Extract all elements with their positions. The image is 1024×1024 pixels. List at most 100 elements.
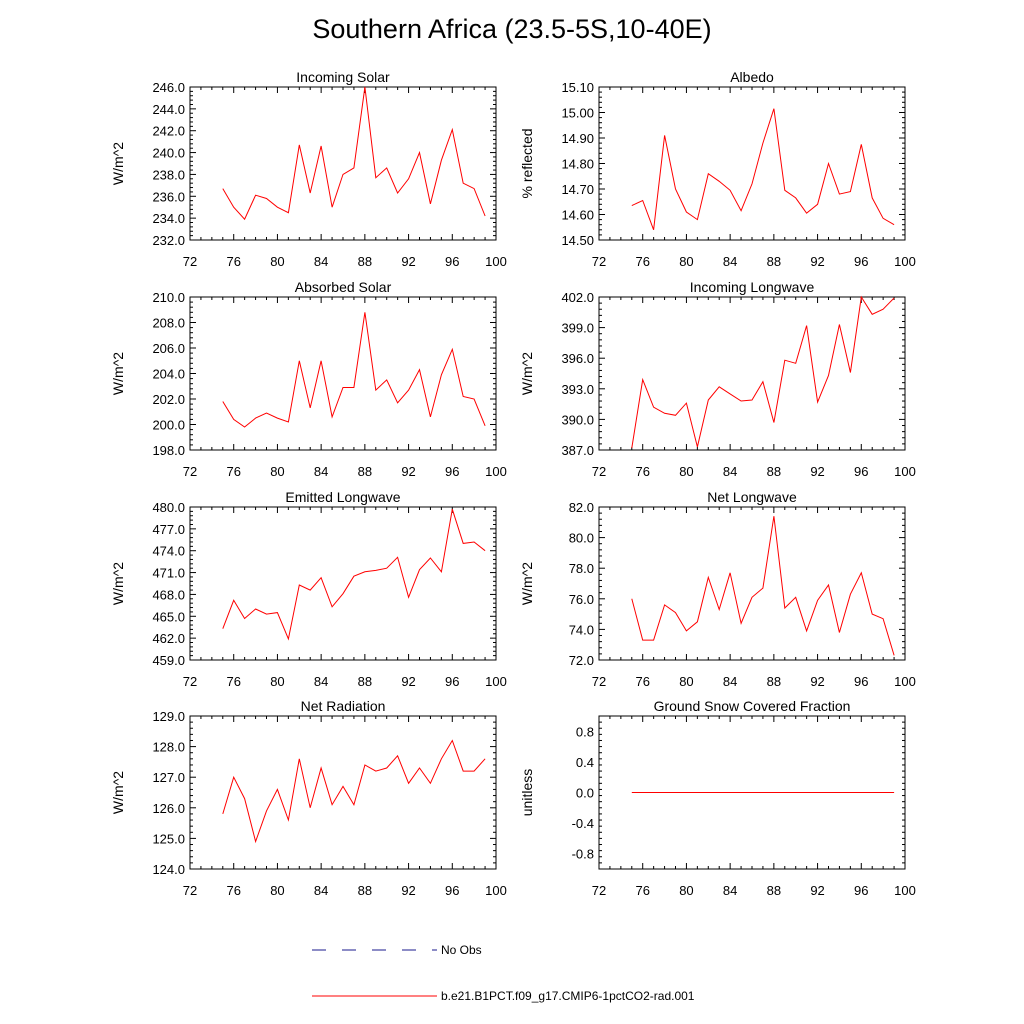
x-tick-label: 76 xyxy=(226,674,240,689)
x-tick-label: 100 xyxy=(894,464,916,479)
x-tick-label: 88 xyxy=(767,464,781,479)
x-tick-label: 92 xyxy=(401,464,415,479)
panel-title: Absorbed Solar xyxy=(295,279,392,295)
x-tick-label: 84 xyxy=(723,674,737,689)
panel-title: Emitted Longwave xyxy=(285,489,400,505)
x-tick-label: 88 xyxy=(358,883,372,898)
x-tick-label: 88 xyxy=(767,883,781,898)
x-tick-label: 96 xyxy=(854,464,868,479)
y-tick-label: 0.4 xyxy=(576,755,594,770)
x-tick-label: 76 xyxy=(635,883,649,898)
y-tick-label: 78.0 xyxy=(569,561,594,576)
x-tick-label: 100 xyxy=(485,674,507,689)
y-tick-label: 80.0 xyxy=(569,531,594,546)
series-line xyxy=(631,516,895,656)
y-tick-label: 76.0 xyxy=(569,592,594,607)
plot-frame xyxy=(189,86,497,241)
x-tick-label: 100 xyxy=(485,883,507,898)
legend-model-label: b.e21.B1PCT.f09_g17.CMIP6-1pctCO2-rad.00… xyxy=(441,989,695,1003)
panel-title: Incoming Solar xyxy=(296,69,390,85)
x-tick-label: 72 xyxy=(183,883,197,898)
y-tick-label: 198.0 xyxy=(152,443,185,458)
y-tick-label: 0.8 xyxy=(576,724,594,739)
panel-incoming-solar: Incoming Solar W/m^2 72 76 80 84 88 92 96 100 232.… xyxy=(110,69,507,269)
y-tick-label: 14.80 xyxy=(561,157,594,172)
panel-title: Albedo xyxy=(730,69,774,85)
x-tick-label: 84 xyxy=(723,464,737,479)
y-tick-label: 124.0 xyxy=(152,862,185,877)
page-title: Southern Africa (23.5-5S,10-40E) xyxy=(312,14,712,44)
x-tick-label: 84 xyxy=(723,254,737,269)
plot-frame xyxy=(598,86,906,241)
x-tick-label: 76 xyxy=(635,674,649,689)
x-tick-label: 80 xyxy=(270,464,284,479)
y-tick-label: 244.0 xyxy=(152,102,185,117)
panel-title: Ground Snow Covered Fraction xyxy=(654,698,851,714)
panel-net-radiation: Net Radiation W/m^2 72 76 80 84 88 92 96 100 124.0… xyxy=(110,698,507,898)
series-line xyxy=(631,295,895,449)
x-tick-label: 88 xyxy=(358,254,372,269)
series-line xyxy=(222,509,486,641)
y-tick-label: 462.0 xyxy=(152,631,185,646)
y-axis-label: W/m^2 xyxy=(519,352,535,395)
y-tick-label: 468.0 xyxy=(152,587,185,602)
x-tick-label: 88 xyxy=(358,464,372,479)
x-tick-label: 84 xyxy=(314,464,328,479)
panel-title: Net Longwave xyxy=(707,489,797,505)
y-tick-label: 82.0 xyxy=(569,500,594,515)
x-tick-label: 92 xyxy=(810,674,824,689)
y-tick-label: 234.0 xyxy=(152,211,185,226)
x-tick-label: 96 xyxy=(445,464,459,479)
x-tick-label: 80 xyxy=(679,674,693,689)
y-tick-label: 0.0 xyxy=(576,786,594,801)
y-tick-label: 480.0 xyxy=(152,500,185,515)
y-tick-label: 14.50 xyxy=(561,233,594,248)
x-tick-label: 84 xyxy=(723,883,737,898)
y-tick-label: 402.0 xyxy=(561,290,594,305)
y-tick-label: 128.0 xyxy=(152,740,185,755)
x-tick-label: 76 xyxy=(226,464,240,479)
y-tick-label: 72.0 xyxy=(569,653,594,668)
panel-title: Incoming Longwave xyxy=(690,279,815,295)
x-tick-label: 96 xyxy=(445,883,459,898)
y-axis-label: W/m^2 xyxy=(110,142,126,185)
x-tick-label: 72 xyxy=(592,674,606,689)
x-tick-label: 80 xyxy=(679,254,693,269)
panel-incoming-longwave: Incoming Longwave W/m^2 72 76 80 84 88 92 96 100 3… xyxy=(519,279,916,479)
x-tick-label: 72 xyxy=(592,254,606,269)
x-tick-label: 76 xyxy=(226,883,240,898)
y-tick-label: 126.0 xyxy=(152,801,185,816)
x-tick-label: 92 xyxy=(401,254,415,269)
y-tick-label: -0.4 xyxy=(572,816,594,831)
y-tick-label: 240.0 xyxy=(152,146,185,161)
x-tick-label: 100 xyxy=(485,464,507,479)
x-tick-label: 80 xyxy=(270,883,284,898)
y-axis-label: unitless xyxy=(519,769,535,816)
x-tick-label: 96 xyxy=(854,674,868,689)
y-tick-label: 208.0 xyxy=(152,316,185,331)
x-tick-label: 84 xyxy=(314,254,328,269)
plot-frame xyxy=(189,715,497,870)
x-tick-label: 72 xyxy=(592,464,606,479)
y-tick-label: 390.0 xyxy=(561,412,594,427)
y-tick-label: 399.0 xyxy=(561,321,594,336)
panel-title: Net Radiation xyxy=(301,698,386,714)
x-tick-label: 96 xyxy=(445,674,459,689)
x-tick-label: 84 xyxy=(314,674,328,689)
y-tick-label: 206.0 xyxy=(152,341,185,356)
x-tick-label: 92 xyxy=(810,464,824,479)
x-tick-label: 96 xyxy=(445,254,459,269)
series-line xyxy=(222,739,486,844)
y-tick-label: 242.0 xyxy=(152,124,185,139)
x-tick-label: 88 xyxy=(767,674,781,689)
plot-frame xyxy=(189,506,497,661)
y-tick-label: 387.0 xyxy=(561,443,594,458)
y-tick-label: 210.0 xyxy=(152,290,185,305)
x-tick-label: 92 xyxy=(810,883,824,898)
series-line xyxy=(222,312,486,428)
series-line xyxy=(631,108,895,230)
x-tick-label: 96 xyxy=(854,254,868,269)
x-tick-label: 76 xyxy=(226,254,240,269)
y-tick-label: 14.60 xyxy=(561,208,594,223)
